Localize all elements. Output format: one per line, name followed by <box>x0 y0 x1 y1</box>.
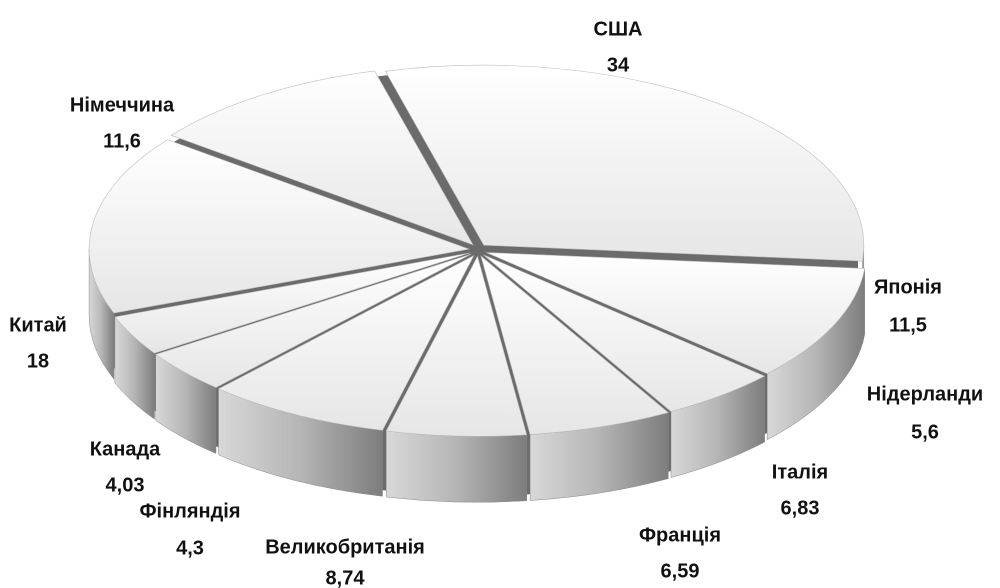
slice <box>480 255 669 435</box>
category-label: Німеччина <box>70 94 175 116</box>
slice <box>384 64 865 262</box>
slice-wall <box>385 430 527 503</box>
category-label: Нідерланди <box>867 383 983 405</box>
category-label: Великобританія <box>265 536 425 558</box>
value-label: 34 <box>607 54 630 76</box>
value-label: 5,6 <box>911 421 939 443</box>
value-label: 4,3 <box>176 537 204 559</box>
category-label: Фінляндія <box>139 500 240 522</box>
slices <box>88 64 866 437</box>
slice <box>486 252 866 375</box>
category-label: Китай <box>9 314 67 336</box>
value-label: 6,83 <box>781 497 820 519</box>
slice <box>114 252 471 354</box>
labels: США 34 Японія 11,5 Нідерланди 5,6 Італія 6,83 Фр… <box>9 18 983 588</box>
category-label: Італія <box>772 461 828 483</box>
slice-walls <box>88 245 865 503</box>
category-label: Франція <box>639 524 721 546</box>
value-label: 4,03 <box>106 474 145 496</box>
slice <box>217 254 475 431</box>
slice <box>88 139 471 314</box>
category-label: США <box>594 18 643 40</box>
slice <box>155 253 472 388</box>
value-label: 18 <box>27 350 49 372</box>
category-label: Японія <box>874 276 942 298</box>
category-label: Канада <box>90 438 161 460</box>
value-label: 6,59 <box>661 560 700 582</box>
slice <box>170 70 474 246</box>
value-label: 11,6 <box>103 130 141 152</box>
slice <box>483 254 766 412</box>
value-label: 8,74 <box>326 567 366 588</box>
slice <box>385 255 528 437</box>
value-label: 11,5 <box>889 314 927 336</box>
